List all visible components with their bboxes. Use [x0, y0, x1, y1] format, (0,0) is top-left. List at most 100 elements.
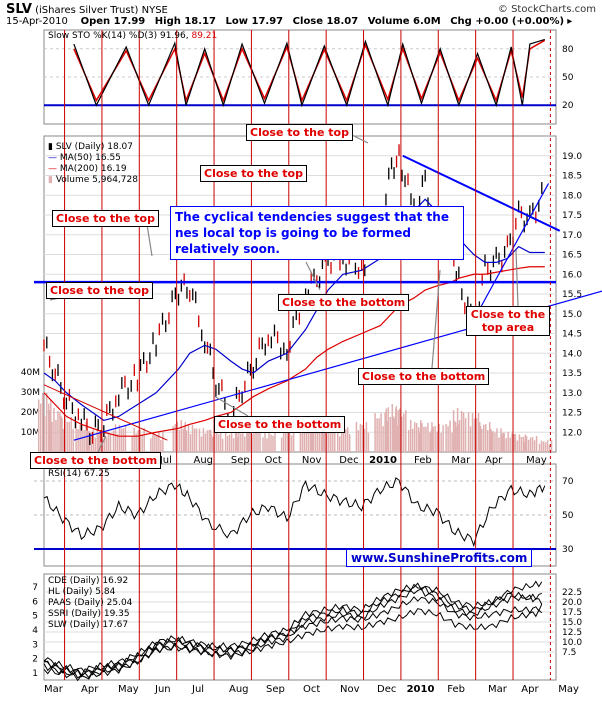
- volume-bar: [529, 437, 532, 452]
- volume-bar: [423, 426, 425, 452]
- rsi-tick-label: 70: [562, 477, 574, 487]
- legend-hl: HL (Daily) 5.84: [48, 587, 116, 597]
- volume-bar: [172, 426, 175, 452]
- legend-slw: SLW (Daily) 17.67: [48, 620, 129, 630]
- volume-bar: [516, 440, 519, 452]
- miners-legend: CDE (Daily) 16.92 HL (Daily) 5.84 PAAS (…: [48, 576, 132, 631]
- volume-bar: [160, 439, 162, 452]
- volume-bar: [312, 421, 315, 452]
- annotation-top-jun: Close to the top: [52, 210, 159, 227]
- volume-bar: [228, 434, 231, 452]
- volume-bar: [124, 424, 127, 452]
- volume-bar: [301, 422, 304, 452]
- volume-bar: [48, 403, 50, 452]
- volume-bar: [322, 419, 325, 452]
- volume-tick-label: 20M: [21, 408, 40, 418]
- x-tick-label-bottom: Aug: [229, 684, 249, 695]
- volume-bar: [274, 432, 276, 452]
- annotation-top-apr: Close to the top: [46, 282, 153, 299]
- volume-bar: [70, 417, 72, 452]
- volume-bar: [141, 434, 143, 452]
- volume-bar: [365, 422, 368, 452]
- volume-bar: [334, 429, 336, 452]
- volume-bar: [133, 428, 135, 452]
- open-value: Open 17.99: [80, 16, 146, 27]
- volume-bar: [342, 431, 345, 452]
- legend-cde: CDE (Daily) 16.92: [48, 576, 129, 586]
- x-tick-label-bottom: Apr: [521, 684, 539, 695]
- sto-tick-label: 20: [562, 101, 574, 111]
- volume-bar: [290, 435, 293, 452]
- legend-ma50: — MA(50) 16.55: [48, 153, 121, 163]
- volume-bar: [66, 421, 68, 452]
- volume-bar: [440, 432, 442, 452]
- volume-bar: [452, 410, 455, 452]
- volume-bar: [97, 434, 100, 452]
- volume-bar: [183, 426, 186, 452]
- volume-bar: [105, 437, 108, 452]
- volume-bar: [397, 425, 399, 452]
- annotation-bottom-apr: Close to the bottom: [30, 452, 162, 469]
- volume-bar: [538, 443, 541, 452]
- volume-bar: [469, 426, 472, 452]
- website-label: www.SunshineProfits.com: [346, 549, 533, 567]
- volume-bar: [270, 434, 272, 452]
- volume-bar: [40, 403, 42, 452]
- copyright-label: © StockCharts.com: [497, 4, 596, 15]
- volume-bar: [522, 436, 525, 452]
- volume-bar: [473, 418, 476, 452]
- annotation-bottom-nov: Close to the bottom: [278, 294, 410, 311]
- volume-bar: [68, 421, 70, 452]
- volume-bar: [249, 424, 251, 452]
- volume-bar: [445, 424, 447, 452]
- volume-bar: [436, 431, 438, 452]
- volume-bar: [505, 438, 507, 452]
- price-tick-label: 15.5: [562, 290, 582, 300]
- miners-left-tick: 4: [32, 626, 38, 636]
- volume-value: Volume 6.0M: [367, 16, 441, 27]
- volume-bar: [407, 429, 410, 452]
- x-tick-label-bottom: Nov: [340, 684, 360, 695]
- volume-bar: [513, 433, 515, 452]
- volume-bar: [431, 422, 433, 452]
- volume-bar: [307, 420, 310, 452]
- volume-bar: [42, 392, 44, 452]
- volume-bar: [114, 424, 117, 452]
- volume-bar: [462, 412, 465, 452]
- volume-bar: [374, 413, 376, 452]
- volume-bar: [193, 428, 196, 452]
- volume-bar: [303, 423, 306, 452]
- volume-bar: [456, 408, 459, 452]
- miners-line-4: [43, 608, 543, 682]
- x-tick-label-top: Sep: [231, 455, 250, 466]
- volume-bar: [419, 420, 422, 452]
- volume-bar: [107, 433, 110, 452]
- volume-bar: [478, 422, 481, 452]
- volume-bar: [282, 428, 285, 452]
- volume-bar: [253, 424, 255, 452]
- x-tick-label-top: Nov: [302, 455, 322, 466]
- volume-bar: [387, 407, 390, 452]
- volume-bar: [413, 422, 416, 452]
- price-tick-label: 13.0: [562, 389, 582, 399]
- volume-bar: [226, 435, 229, 452]
- price-tick-label: 14.5: [562, 330, 582, 340]
- volume-bar: [503, 432, 505, 452]
- volume-bar: [311, 420, 314, 452]
- volume-bar: [409, 420, 412, 452]
- legend-price: ▮ SLV (Daily) 18.07: [48, 142, 134, 152]
- volume-bar: [131, 436, 133, 452]
- volume-bar: [191, 424, 194, 452]
- volume-bar: [150, 438, 152, 452]
- volume-bar: [204, 433, 207, 452]
- volume-bar: [57, 411, 59, 452]
- volume-bar: [486, 430, 489, 452]
- volume-bar: [482, 424, 485, 452]
- volume-bar: [55, 419, 57, 452]
- x-tick-label-bottom: May: [118, 684, 139, 695]
- volume-bar: [346, 427, 349, 452]
- volume-bar: [200, 436, 203, 452]
- volume-bar: [500, 428, 502, 452]
- volume-bar: [135, 433, 137, 452]
